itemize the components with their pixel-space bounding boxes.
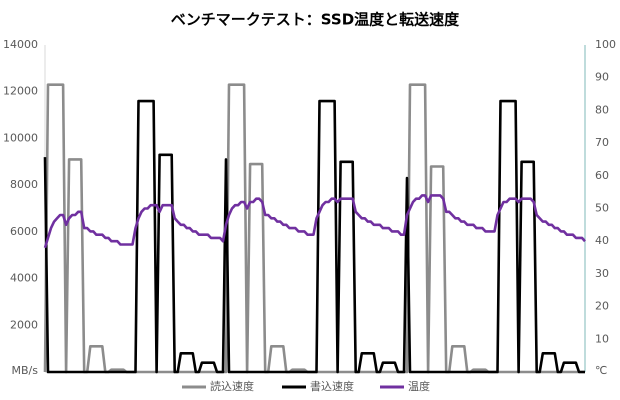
y2-tick-label: 90 xyxy=(595,71,609,84)
legend-label: 書込速度 xyxy=(310,379,354,393)
y-axis-label: MB/s xyxy=(12,364,39,377)
chart-title: ベンチマークテスト：SSD温度と転送速度 xyxy=(171,11,460,29)
series-line xyxy=(43,194,586,249)
series-line xyxy=(43,99,585,374)
y-tick-label: 14000 xyxy=(3,38,38,51)
y2-tick-label: 80 xyxy=(595,103,609,116)
legend-label: 温度 xyxy=(408,379,430,393)
y2-tick-label: 40 xyxy=(595,234,609,247)
legend-label: 読込速度 xyxy=(210,379,254,393)
y2-tick-label: 20 xyxy=(595,300,609,313)
y2-tick-label: 60 xyxy=(595,169,609,182)
y-tick-label: 2000 xyxy=(10,318,38,331)
y2-tick-label: 30 xyxy=(595,267,609,280)
y-tick-label: 6000 xyxy=(10,225,38,238)
y2-tick-label: 50 xyxy=(595,202,609,215)
y-tick-label: 12000 xyxy=(3,85,38,98)
y-tick-label: 10000 xyxy=(3,131,38,144)
y2-tick-label: 100 xyxy=(595,38,616,51)
y-tick-label: 8000 xyxy=(10,178,38,191)
y2-tick-label: 70 xyxy=(595,136,609,149)
y-tick-label: 4000 xyxy=(10,272,38,285)
y2-tick-label: 10 xyxy=(595,332,609,345)
y2-axis-label: ℃ xyxy=(595,364,607,377)
